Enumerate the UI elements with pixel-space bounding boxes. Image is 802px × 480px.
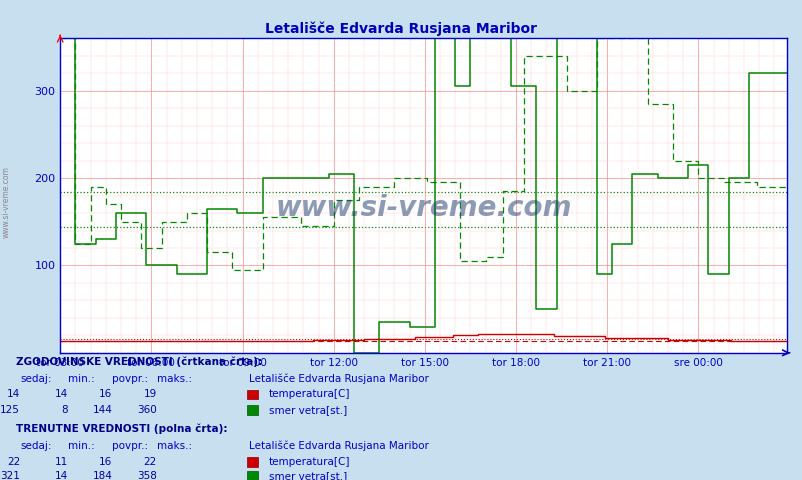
Text: maks.:: maks.:: [156, 373, 192, 384]
Text: 14: 14: [6, 389, 20, 399]
Text: TRENUTNE VREDNOSTI (polna črta):: TRENUTNE VREDNOSTI (polna črta):: [16, 423, 227, 434]
Text: 14: 14: [55, 389, 68, 399]
Text: temperatura[C]: temperatura[C]: [269, 456, 350, 467]
Text: smer vetra[st.]: smer vetra[st.]: [269, 405, 346, 415]
Text: 11: 11: [55, 456, 68, 467]
Text: 22: 22: [143, 456, 156, 467]
Text: maks.:: maks.:: [156, 441, 192, 451]
Text: povpr.:: povpr.:: [112, 373, 148, 384]
Text: min.:: min.:: [68, 441, 95, 451]
Text: sedaj:: sedaj:: [20, 441, 51, 451]
Text: 14: 14: [55, 471, 68, 480]
Text: Letališče Edvarda Rusjana Maribor: Letališče Edvarda Rusjana Maribor: [249, 440, 428, 451]
Text: 321: 321: [0, 471, 20, 480]
Text: 358: 358: [136, 471, 156, 480]
Text: 360: 360: [136, 405, 156, 415]
Text: 125: 125: [0, 405, 20, 415]
Text: 144: 144: [92, 405, 112, 415]
Text: sedaj:: sedaj:: [20, 373, 51, 384]
Text: www.si-vreme.com: www.si-vreme.com: [2, 166, 11, 238]
Text: Letališče Edvarda Rusjana Maribor: Letališče Edvarda Rusjana Maribor: [249, 373, 428, 384]
Text: 184: 184: [92, 471, 112, 480]
Text: www.si-vreme.com: www.si-vreme.com: [275, 194, 571, 222]
Text: 22: 22: [6, 456, 20, 467]
Text: smer vetra[st.]: smer vetra[st.]: [269, 471, 346, 480]
Text: 16: 16: [99, 456, 112, 467]
Text: 19: 19: [143, 389, 156, 399]
Text: 8: 8: [62, 405, 68, 415]
Text: ZGODOVINSKE VREDNOSTI (črtkana črta):: ZGODOVINSKE VREDNOSTI (črtkana črta):: [16, 356, 262, 367]
Text: Letališče Edvarda Rusjana Maribor: Letališče Edvarda Rusjana Maribor: [265, 22, 537, 36]
Text: min.:: min.:: [68, 373, 95, 384]
Text: 16: 16: [99, 389, 112, 399]
Text: temperatura[C]: temperatura[C]: [269, 389, 350, 399]
Text: povpr.:: povpr.:: [112, 441, 148, 451]
